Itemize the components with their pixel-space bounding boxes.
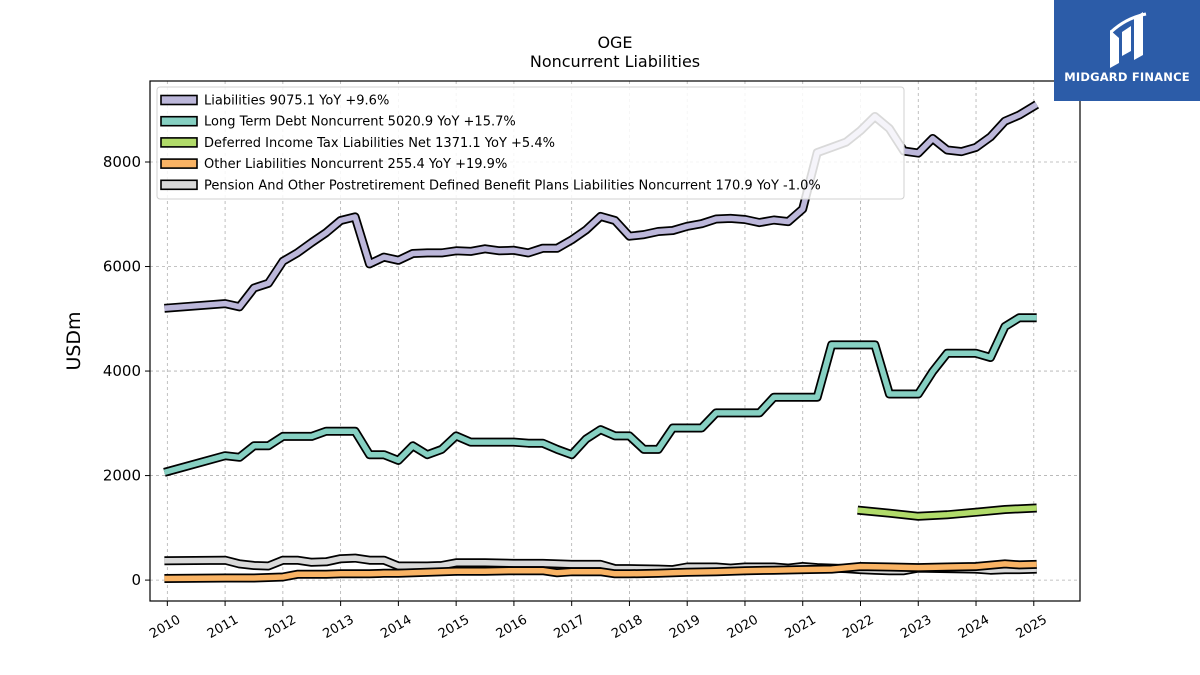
legend: Liabilities 9075.1 YoY +9.6% Long Term De… bbox=[156, 86, 905, 200]
chart-subtitle: Noncurrent Liabilities bbox=[530, 52, 700, 71]
x-tick-label: 2015 bbox=[436, 612, 472, 642]
x-tick-label: 2017 bbox=[552, 612, 588, 642]
legend-entry: Liabilities 9075.1 YoY +9.6% bbox=[160, 94, 389, 109]
chart-title: OGE bbox=[597, 33, 632, 52]
x-tick-label: 2010 bbox=[147, 612, 183, 642]
y-tick-label: 8000 bbox=[103, 153, 141, 171]
series-stroke bbox=[163, 314, 1037, 476]
legend-label: Pension And Other Postretirement Defined… bbox=[204, 178, 821, 193]
x-tick-label: 2025 bbox=[1014, 612, 1050, 642]
midgard-logo-icon bbox=[1109, 12, 1147, 68]
series-stroke bbox=[164, 561, 1037, 582]
brand-name: MIDGARD FINANCE bbox=[1064, 70, 1190, 84]
y-tick-label: 2000 bbox=[103, 467, 141, 485]
legend-swatch bbox=[160, 115, 198, 127]
legend-entry: Deferred Income Tax Liabilities Net 1371… bbox=[160, 136, 555, 151]
x-tick-label: 2012 bbox=[263, 612, 299, 642]
legend-swatch bbox=[160, 158, 198, 169]
series-line bbox=[857, 503, 1037, 521]
legend-entry: Pension And Other Postretirement Defined… bbox=[160, 178, 821, 193]
y-tick-label: 6000 bbox=[103, 258, 141, 276]
y-axis-label: USDm bbox=[63, 311, 85, 370]
legend-label: Liabilities 9075.1 YoY +9.6% bbox=[204, 94, 389, 109]
x-tick-label: 2013 bbox=[320, 612, 356, 642]
x-tick-label: 2016 bbox=[494, 612, 530, 642]
legend-box bbox=[156, 86, 905, 200]
legend-label: Long Term Debt Noncurrent 5020.9 YoY +15… bbox=[204, 115, 516, 130]
legend-entry: Other Liabilities Noncurrent 255.4 YoY +… bbox=[160, 157, 507, 172]
x-tick-label: 2022 bbox=[840, 612, 876, 642]
brand-logo: MIDGARD FINANCE bbox=[1054, 0, 1200, 101]
legend-label: Other Liabilities Noncurrent 255.4 YoY +… bbox=[204, 157, 507, 172]
series-lines bbox=[163, 100, 1040, 583]
x-tick-label: 2019 bbox=[667, 612, 703, 642]
legend-label: Deferred Income Tax Liabilities Net 1371… bbox=[204, 136, 555, 151]
x-tick-label: 2018 bbox=[609, 612, 645, 642]
series-stroke bbox=[857, 505, 1037, 520]
legend-swatch bbox=[160, 137, 198, 148]
x-tick-label: 2014 bbox=[378, 612, 414, 642]
legend-swatch bbox=[160, 94, 198, 106]
x-tick-label: 2020 bbox=[725, 612, 761, 642]
y-tick-label: 4000 bbox=[103, 362, 141, 380]
x-tick-label: 2023 bbox=[898, 612, 934, 642]
x-tick-label: 2024 bbox=[956, 612, 992, 642]
legend-swatch bbox=[160, 179, 198, 191]
x-tick-label: 2021 bbox=[783, 612, 819, 642]
y-tick-label: 0 bbox=[131, 571, 141, 589]
series-line bbox=[163, 313, 1037, 477]
x-tick-label: 2011 bbox=[205, 612, 241, 642]
plot-frame bbox=[149, 80, 1081, 602]
series-line bbox=[164, 559, 1037, 583]
legend-entry: Long Term Debt Noncurrent 5020.9 YoY +15… bbox=[160, 115, 516, 130]
